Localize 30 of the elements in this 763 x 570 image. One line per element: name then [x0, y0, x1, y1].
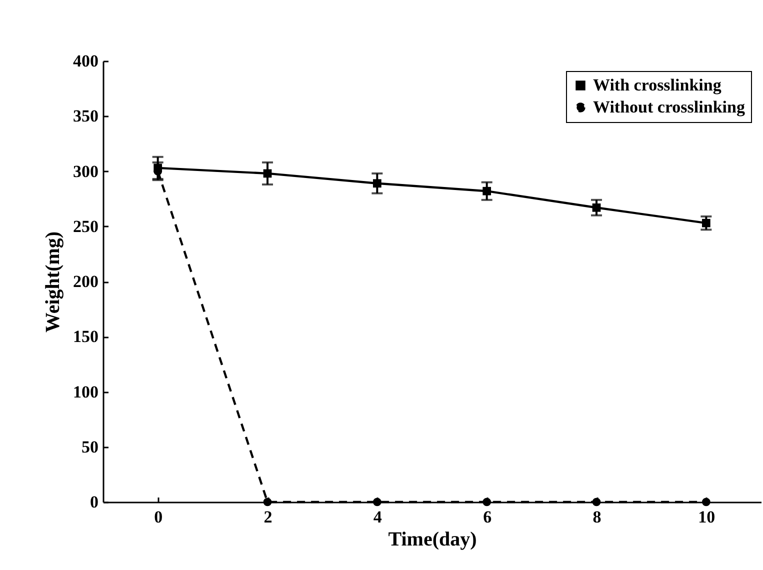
point — [482, 186, 492, 196]
point — [263, 169, 272, 178]
point — [372, 179, 382, 188]
point — [592, 498, 601, 506]
y-tick-label: 300 — [73, 162, 98, 181]
x-tick-label: 8 — [592, 508, 602, 526]
y-tick-label: 50 — [82, 437, 98, 456]
y-axis-title: Weight(mg) — [42, 231, 64, 333]
point — [482, 498, 492, 506]
y-tick-label: 400 — [73, 52, 98, 70]
y-tick-label: 150 — [73, 327, 98, 346]
y-tick-label: 250 — [73, 216, 98, 236]
point — [702, 498, 710, 506]
y-tick-label: 200 — [73, 272, 98, 291]
x-tick-label: 10 — [698, 508, 716, 526]
point — [592, 203, 601, 212]
x-tick-label: 6 — [483, 508, 492, 526]
x-tick-label: 0 — [154, 508, 163, 526]
point — [154, 164, 162, 172]
point — [372, 498, 382, 506]
legend-label: Without crosslinking — [593, 98, 746, 116]
y-tick-label: 100 — [73, 382, 98, 402]
x-tick-label: 4 — [373, 508, 382, 526]
y-tick-label: 350 — [73, 106, 98, 126]
point — [702, 218, 710, 228]
y-tick-label: 0 — [90, 492, 98, 512]
legend-label: With crosslinking — [593, 76, 722, 94]
x-tick-label: 2 — [264, 508, 272, 526]
x-axis-title: Time(day) — [388, 528, 477, 550]
point — [263, 498, 272, 506]
